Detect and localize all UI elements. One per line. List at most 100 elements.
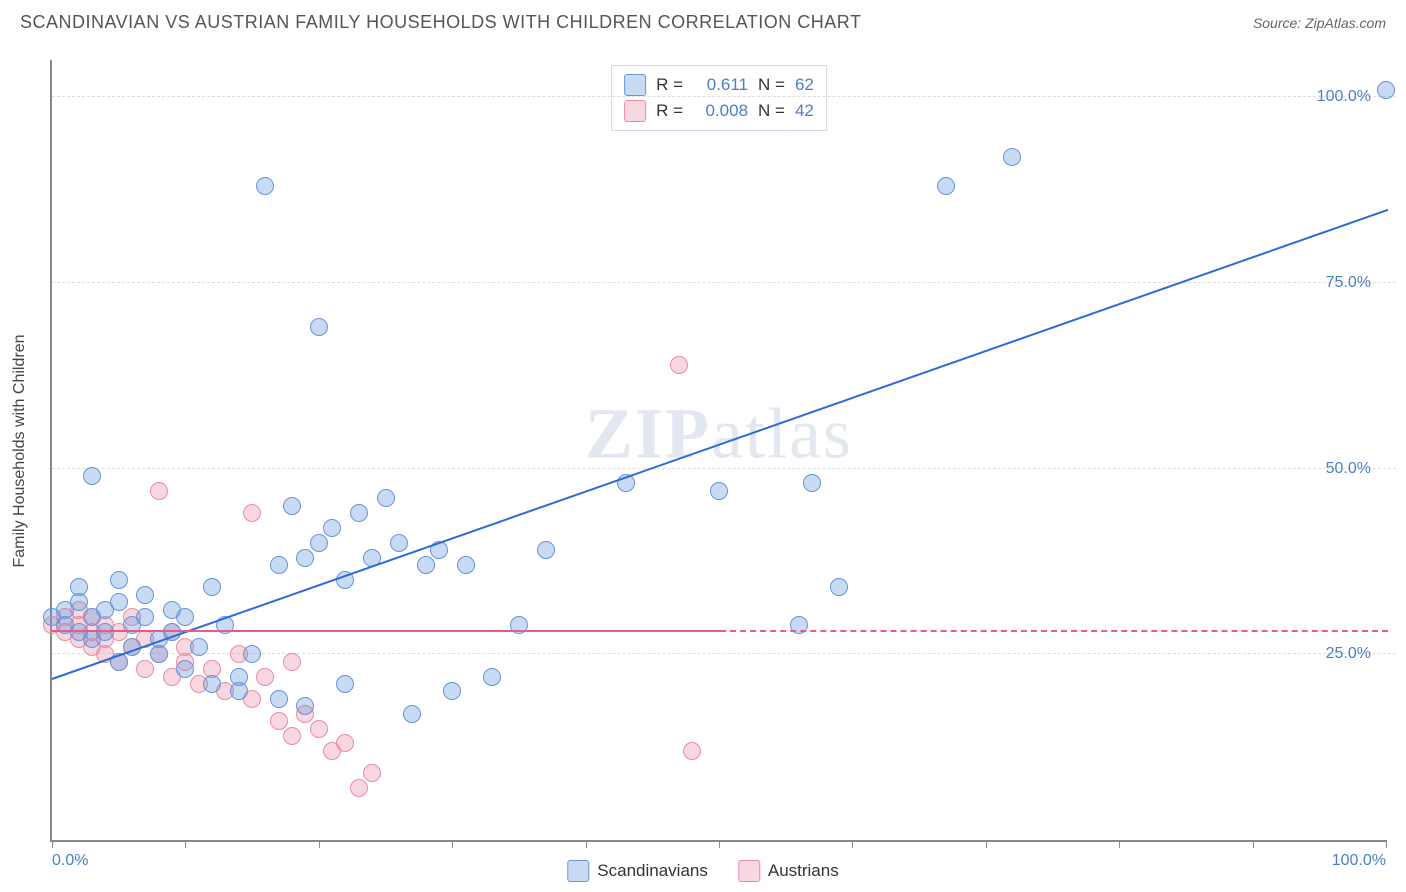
data-point-scandinavians	[443, 682, 461, 700]
x-tick	[586, 840, 587, 848]
plot-area: ZIPatlas R = 0.611 N = 62 R = 0.008 N = …	[50, 60, 1386, 842]
data-point-scandinavians	[190, 638, 208, 656]
data-point-scandinavians	[323, 519, 341, 537]
data-point-scandinavians	[310, 534, 328, 552]
data-point-austrians	[150, 482, 168, 500]
data-point-scandinavians	[176, 660, 194, 678]
x-tick	[452, 840, 453, 848]
gridline-h	[52, 96, 1396, 97]
x-tick	[719, 840, 720, 848]
data-point-scandinavians	[403, 705, 421, 723]
series-legend: Scandinavians Austrians	[567, 860, 838, 882]
x-tick	[1386, 840, 1387, 848]
data-point-scandinavians	[283, 497, 301, 515]
data-point-austrians	[683, 742, 701, 760]
data-point-austrians	[310, 720, 328, 738]
data-point-scandinavians	[830, 578, 848, 596]
data-point-scandinavians	[110, 593, 128, 611]
data-point-scandinavians	[937, 177, 955, 195]
data-point-scandinavians	[390, 534, 408, 552]
source-label: Source: ZipAtlas.com	[1253, 15, 1386, 31]
data-point-scandinavians	[176, 608, 194, 626]
data-point-scandinavians	[1003, 148, 1021, 166]
data-point-austrians	[136, 660, 154, 678]
n-value-scandinavians: 62	[795, 75, 814, 95]
data-point-scandinavians	[70, 578, 88, 596]
y-tick-label: 25.0%	[1326, 645, 1371, 663]
data-point-austrians	[283, 653, 301, 671]
chart-title: SCANDINAVIAN VS AUSTRIAN FAMILY HOUSEHOL…	[20, 12, 861, 33]
data-point-scandinavians	[270, 690, 288, 708]
y-axis-label: Family Households with Children	[11, 335, 29, 568]
data-point-scandinavians	[457, 556, 475, 574]
chart-container: Family Households with Children ZIPatlas…	[50, 60, 1386, 842]
data-point-scandinavians	[83, 467, 101, 485]
data-point-austrians	[243, 504, 261, 522]
data-point-austrians	[350, 779, 368, 797]
legend-item-austrians: Austrians	[738, 860, 839, 882]
trendline-austrians	[52, 630, 720, 632]
data-point-scandinavians	[710, 482, 728, 500]
data-point-scandinavians	[203, 675, 221, 693]
data-point-scandinavians	[136, 608, 154, 626]
data-point-scandinavians	[803, 474, 821, 492]
swatch-austrians	[738, 860, 760, 882]
x-tick	[1119, 840, 1120, 848]
data-point-austrians	[256, 668, 274, 686]
data-point-austrians	[670, 356, 688, 374]
data-point-scandinavians	[310, 318, 328, 336]
y-tick-label: 100.0%	[1317, 88, 1371, 106]
data-point-scandinavians	[1377, 81, 1395, 99]
trendline-austrians-extrapolated	[720, 630, 1388, 632]
data-point-scandinavians	[350, 504, 368, 522]
data-point-scandinavians	[296, 697, 314, 715]
swatch-austrians	[624, 100, 646, 122]
legend-label-austrians: Austrians	[768, 861, 839, 881]
watermark-part1: ZIP	[585, 394, 711, 474]
x-tick	[1253, 840, 1254, 848]
x-tick	[319, 840, 320, 848]
n-label: N =	[758, 75, 785, 95]
x-tick	[185, 840, 186, 848]
data-point-scandinavians	[136, 586, 154, 604]
data-point-scandinavians	[150, 645, 168, 663]
legend-row-austrians: R = 0.008 N = 42	[624, 98, 814, 124]
data-point-austrians	[283, 727, 301, 745]
data-point-scandinavians	[110, 571, 128, 589]
data-point-scandinavians	[203, 578, 221, 596]
x-tick-label: 100.0%	[1332, 852, 1386, 870]
data-point-scandinavians	[296, 549, 314, 567]
swatch-scandinavians	[624, 74, 646, 96]
legend-item-scandinavians: Scandinavians	[567, 860, 708, 882]
x-tick	[52, 840, 53, 848]
gridline-h	[52, 468, 1396, 469]
r-value-scandinavians: 0.611	[693, 75, 748, 95]
data-point-scandinavians	[377, 489, 395, 507]
data-point-scandinavians	[230, 682, 248, 700]
gridline-h	[52, 282, 1396, 283]
data-point-scandinavians	[483, 668, 501, 686]
watermark: ZIPatlas	[585, 393, 853, 476]
data-point-austrians	[363, 764, 381, 782]
n-label: N =	[758, 101, 785, 121]
x-tick	[986, 840, 987, 848]
r-value-austrians: 0.008	[693, 101, 748, 121]
data-point-scandinavians	[336, 675, 354, 693]
n-value-austrians: 42	[795, 101, 814, 121]
data-point-scandinavians	[256, 177, 274, 195]
data-point-austrians	[336, 734, 354, 752]
r-label: R =	[656, 101, 683, 121]
data-point-scandinavians	[243, 645, 261, 663]
y-tick-label: 75.0%	[1326, 274, 1371, 292]
swatch-scandinavians	[567, 860, 589, 882]
data-point-scandinavians	[417, 556, 435, 574]
data-point-scandinavians	[270, 556, 288, 574]
legend-row-scandinavians: R = 0.611 N = 62	[624, 72, 814, 98]
x-tick	[852, 840, 853, 848]
data-point-austrians	[270, 712, 288, 730]
data-point-scandinavians	[537, 541, 555, 559]
legend-label-scandinavians: Scandinavians	[597, 861, 708, 881]
trendline-scandinavians	[52, 209, 1389, 680]
data-point-scandinavians	[96, 623, 114, 641]
x-tick-label: 0.0%	[52, 852, 88, 870]
